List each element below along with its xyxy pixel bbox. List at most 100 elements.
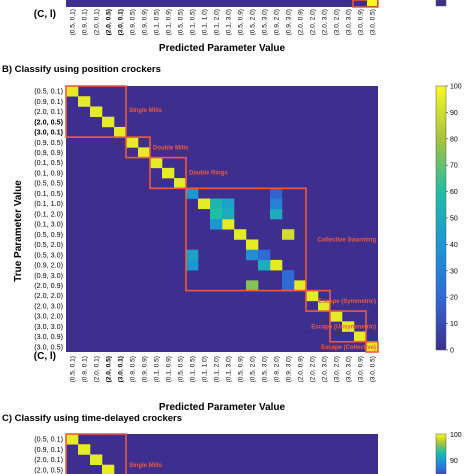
heatmap-cell [114,126,127,138]
heatmap-cell [210,198,223,210]
panel-c-background [66,434,378,474]
panel-b-corner-label: (C, l) [34,351,56,362]
top-x-tick-label: (2.0, 0.5) [106,9,113,35]
top-corner-label: (C, l) [34,9,56,20]
heatmap-cell [186,249,199,261]
x-tick-label: (2.0, 3.0) [322,356,329,382]
colorbar [435,85,447,351]
x-tick-label: (0.9, 0.9) [142,356,149,382]
y-tick-label: (0.1, 1.0) [34,199,63,208]
top-partial-panel: (C, l) (0.5, 0.1) (0.9, 0.1) (2.0, 0.1) (2.… [34,0,447,54]
y-tick-label: (0.1, 2.0) [34,209,63,218]
y-tick-label: (0.1, 0.5) [34,158,63,167]
heatmap-cell [222,219,235,230]
top-x-tick-label: (0.5, 0.1) [70,9,77,35]
y-tick-label: (0.1, 0.9) [34,168,63,177]
colorbar-tick-label: 50 [450,216,458,223]
heatmap-cell [318,300,331,312]
panel-c-heatmap: Single Mills (0.5, 0.1)(0.9, 0.1)(2.0, 0… [34,432,462,474]
top-x-tick-label: (2.0, 2.0) [310,9,317,35]
heatmap-cell [210,208,223,220]
heatmap-cell [282,229,295,240]
heatmap-cell [162,167,175,179]
y-tick-label: (2.0, 3.0) [34,301,63,310]
x-tick-label: (0.9, 3.0) [286,356,293,382]
x-tick-label: (0.5, 0.9) [238,356,245,382]
top-x-tick-label: (0.9, 3.0) [286,9,293,35]
top-x-tick-labels: (0.5, 0.1) (0.9, 0.1) (2.0, 0.1) (2.0, 0.5)… [70,9,377,35]
heatmap-cell [270,188,283,199]
heatmap-cell [342,321,355,332]
top-x-tick-label: (2.0, 0.1) [94,9,101,35]
panel-c-y-tick-labels: (0.5, 0.1)(0.9, 0.1)(2.0, 0.1)(2.0, 0.5) [34,435,63,474]
panel-c-y-tick-label: (0.9, 0.1) [34,445,63,454]
group-label: Escape (Collective) [321,345,376,351]
x-tick-label: (2.0, 0.1) [94,356,101,382]
x-tick-label: (0.1, 3.0) [226,356,233,382]
y-tick-label: (3.0, 0.1) [34,128,63,137]
panel-c-cell [90,454,103,465]
top-x-tick-label: (2.0, 3.0) [322,9,329,35]
top-x-tick-label: (2.0, 0.9) [298,9,305,35]
heatmap-cell [90,106,103,117]
heatmap-cell [330,311,343,322]
heatmap-cell [258,249,271,261]
colorbar-tick-label: 90 [450,110,458,117]
colorbar-tick-label: 20 [450,295,458,302]
panel-b-cells [66,86,379,353]
y-tick-label: (0.5, 0.9) [34,230,63,239]
panel-b-y-tick-labels: (0.5, 0.1)(0.9, 0.1)(2.0, 0.1)(2.0, 0.5)… [34,87,63,352]
y-tick-label: (0.9, 0.1) [34,97,63,106]
colorbar-tick-label: 40 [450,242,458,249]
x-tick-label: (2.0, 2.0) [310,356,317,382]
x-tick-label: (3.0, 0.9) [358,356,365,382]
y-tick-label: (3.0, 3.0) [34,322,63,331]
panel-c-cell [102,464,115,474]
colorbar-tick-label: 10 [450,321,458,328]
x-tick-label: (2.0, 0.9) [298,356,305,382]
y-tick-label: (0.9, 0.5) [34,138,63,147]
top-x-tick-label: (0.1, 0.5) [190,9,197,35]
y-tick-label: (0.1, 0.5) [34,189,63,198]
top-x-tick-label: (3.0, 0.9) [358,9,365,35]
heatmap-cell [186,259,199,271]
y-tick-label: (2.0, 0.1) [34,107,63,116]
y-tick-label: (2.0, 2.0) [34,291,63,300]
panel-c-group-label: Single Mills [129,463,163,469]
panel-b-x-axis-label: Predicted Parameter Value [159,402,286,413]
panel-c-colorbar [435,433,447,474]
top-x-tick-label: (3.0, 3.0) [346,9,353,35]
heatmap-cell [150,157,163,169]
y-tick-label: (0.1, 3.0) [34,220,63,229]
panel-c-colorbar-tick-label: 100 [450,432,462,439]
heatmap-cell [78,96,91,107]
x-tick-label: (0.5, 0.1) [70,356,77,382]
panel-c-colorbar: 100 90 [435,432,462,474]
panel-c-cell [78,444,91,455]
panel-c-cell [66,434,79,445]
y-tick-label: (2.0, 0.9) [34,281,63,290]
heatmap-cell [246,249,259,261]
y-tick-label: (0.9, 2.0) [34,261,63,270]
group-label: Collective Swarming [317,237,376,243]
y-tick-label: (0.9, 3.0) [34,271,63,280]
top-x-axis-label: Predicted Parameter Value [159,43,286,54]
group-box [305,289,331,312]
x-tick-label: (3.0, 0.5) [370,356,377,382]
y-tick-label: (3.0, 2.0) [34,312,63,321]
group-box [329,310,367,343]
x-tick-label: (2.0, 0.5) [106,356,113,382]
group-label: Escape (Symmetric) [319,299,376,305]
top-yellow-cell [367,0,377,6]
x-tick-label: (0.1, 2.0) [214,356,221,382]
panel-c-y-tick-label: (2.0, 0.1) [34,455,63,464]
group-box [65,85,127,138]
x-tick-label: (3.0, 3.0) [346,356,353,382]
top-x-tick-label: (0.5, 0.9) [238,9,245,35]
heatmap-cell [282,270,295,281]
heatmap-cell [270,198,283,210]
heatmap-cell [258,259,271,271]
heatmap-cell [222,208,235,220]
panel-b-y-axis-label: True Parameter Value [13,180,24,282]
